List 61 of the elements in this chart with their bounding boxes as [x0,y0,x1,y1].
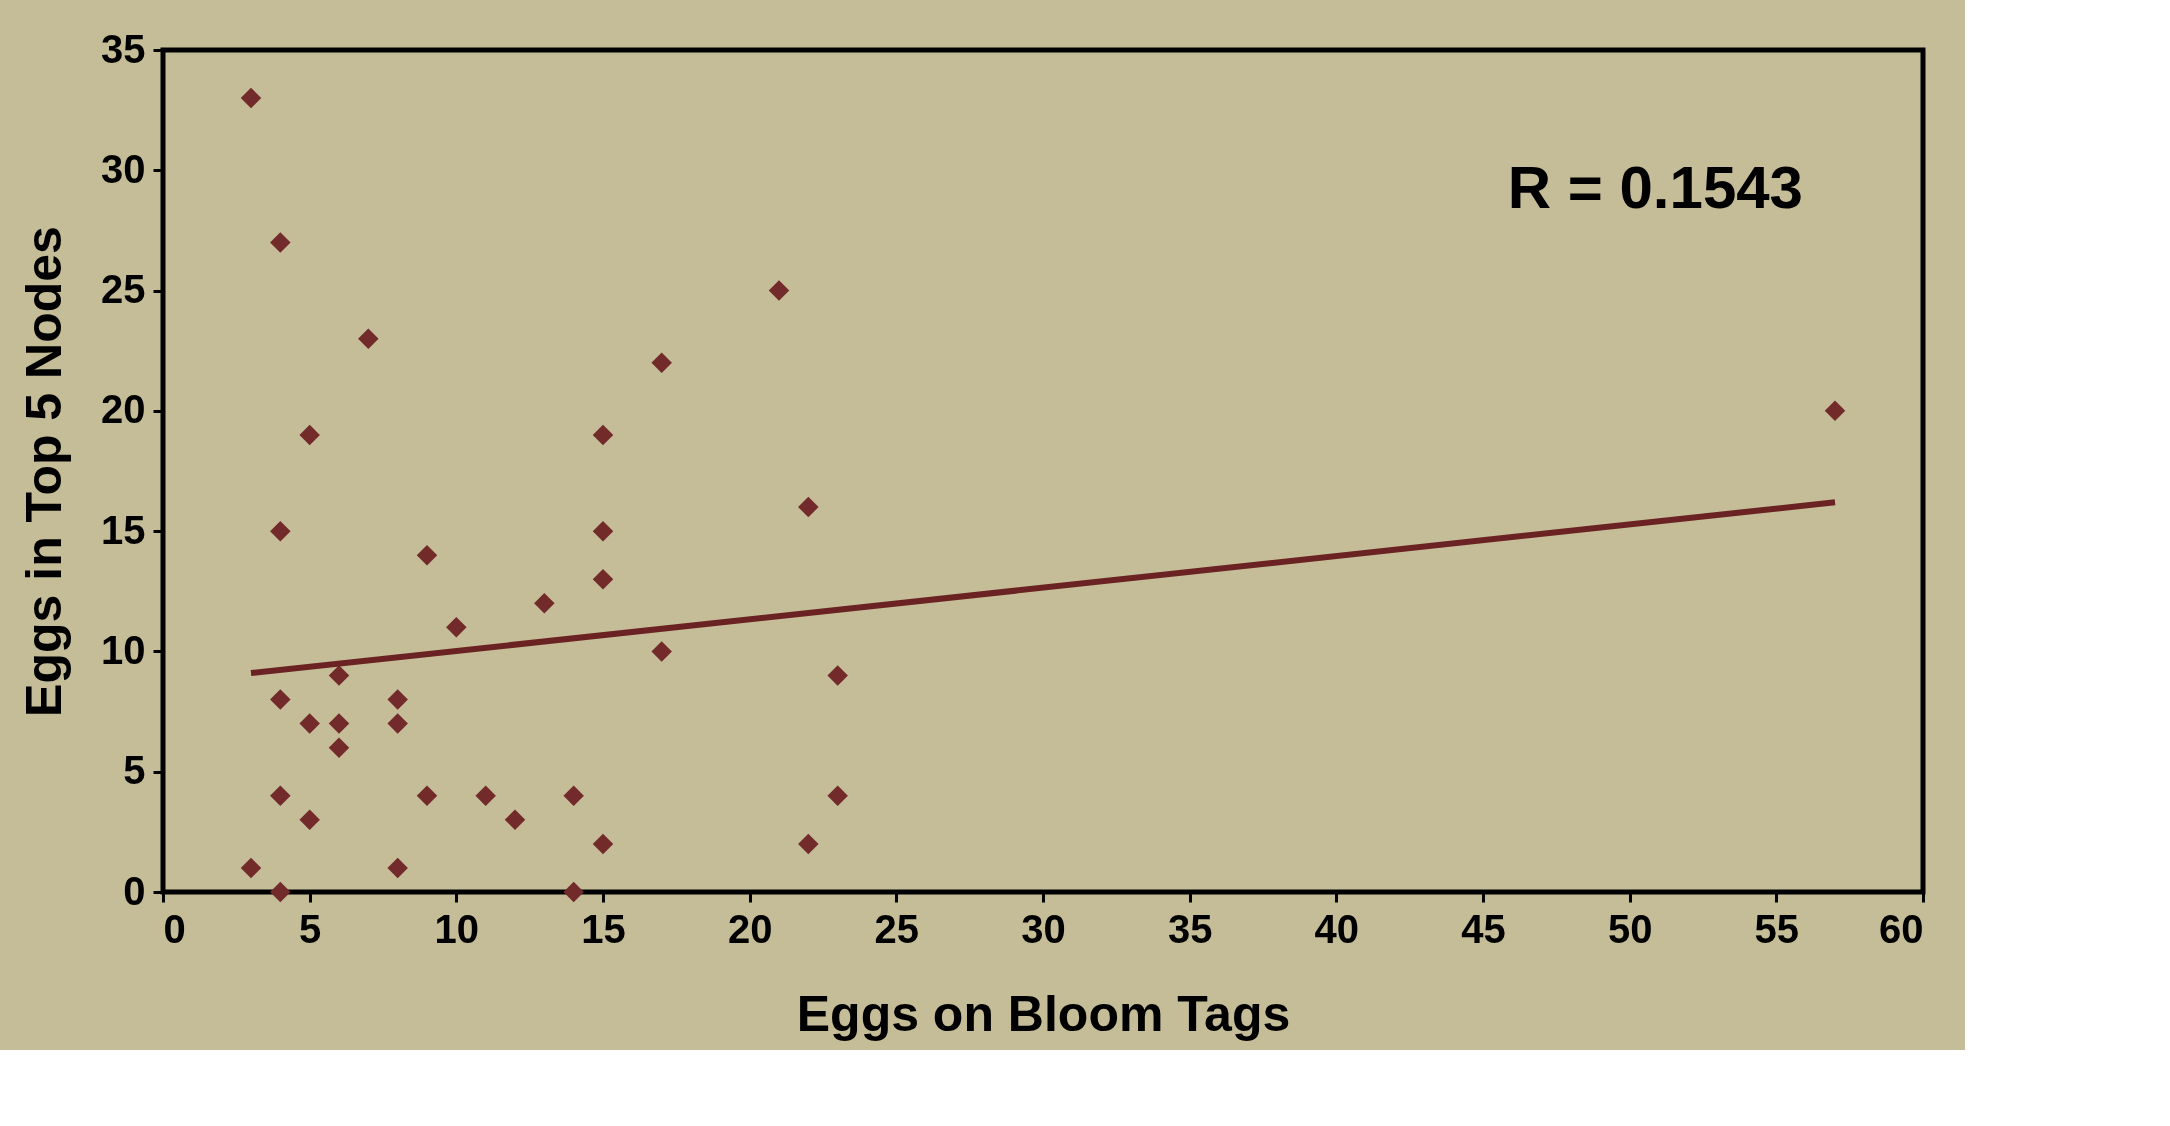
y-axis-title: Eggs in Top 5 Nodes [16,226,73,717]
x-axis-title: Eggs on Bloom Tags [796,985,1291,1042]
x-tick-label: 45 [1461,906,1506,951]
point [270,785,291,807]
point [1824,400,1846,422]
point [299,713,320,734]
y-tick-label: 10 [101,627,146,672]
point [798,833,819,855]
point [387,857,408,879]
point [534,593,555,614]
point [416,544,438,566]
point [563,785,584,807]
y-tick-label: 20 [101,387,146,432]
x-tick-label: 10 [434,906,480,951]
point [270,689,291,710]
point [592,424,614,446]
point [651,352,672,373]
x-tick-label: 15 [581,906,626,951]
y-tick-label: 30 [101,146,146,191]
point [299,809,320,831]
x-tick-label: 35 [1167,906,1213,951]
point [328,713,350,734]
point [328,737,350,758]
y-tick-label: 15 [101,507,146,552]
point [651,641,672,662]
x-tick-label: 5 [299,906,322,951]
point [387,713,408,734]
x-tick-label: 40 [1314,906,1360,951]
y-tick-label: 35 [101,26,146,71]
x-tick-label: 55 [1754,906,1800,951]
x-tick-label: 25 [874,906,920,951]
annotation: R = 0.1543 [1507,154,1803,221]
point [827,785,848,807]
point [328,665,350,686]
y-tick-label: 0 [123,868,146,913]
x-tick-label: 60 [1879,906,1924,951]
point [475,785,496,807]
point [416,785,438,807]
x-tick-label: 50 [1607,906,1653,951]
point [240,87,262,109]
point [270,232,291,253]
point [240,857,262,879]
point [299,424,320,446]
point [592,833,614,855]
point [827,665,848,686]
point [446,617,467,638]
point [768,280,790,301]
point [592,520,614,542]
point [592,569,614,590]
point [358,328,379,349]
x-tick-label: 0 [163,906,186,951]
point [563,881,584,903]
x-tick-label: 30 [1021,906,1066,951]
point [270,881,291,903]
point [504,809,526,831]
x-tick-label: 20 [727,906,773,951]
point [270,520,291,542]
y-tick-label: 5 [123,748,146,793]
y-tick-label: 25 [101,267,146,312]
point [387,689,408,710]
point [798,496,819,518]
